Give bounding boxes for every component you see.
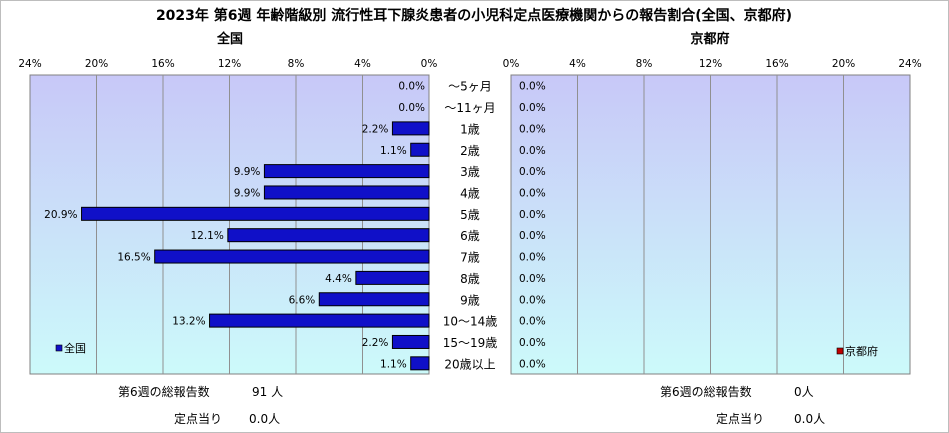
left-legend: 全国 — [55, 341, 86, 355]
right-tick-label: 8% — [636, 58, 653, 70]
right-total-label: 第6週の総報告数 — [660, 385, 752, 399]
left-bar — [81, 206, 430, 221]
right-data-label: 0.0% — [519, 252, 546, 264]
left-axis-ticks: 24% 20% 16% 12% 8% 4% 0% — [18, 58, 437, 70]
left-bar — [355, 270, 430, 285]
category-label: 20歳以上 — [444, 357, 495, 371]
right-data-label: 0.0% — [519, 294, 546, 306]
category-label: ～5ヶ月 — [448, 80, 492, 94]
left-bars: 0.0% 0.0% 2.2% 1.1% 9.9% 9.9% 20.9% 12.1% 16.5% 4… — [44, 81, 430, 371]
right-data-label: 0.0% — [519, 81, 546, 93]
right-tick-label: 20% — [832, 58, 855, 70]
right-data-label: 0.0% — [519, 316, 546, 328]
right-legend-swatch — [836, 347, 844, 355]
right-data-label: 0.0% — [519, 358, 546, 370]
left-bar — [391, 121, 430, 136]
category-label: 15～19歳 — [443, 336, 498, 350]
left-bar — [227, 228, 430, 243]
left-per-value: 0.0人 — [249, 412, 281, 426]
right-data-label: 0.0% — [519, 187, 546, 199]
right-per-value: 0.0人 — [794, 412, 826, 426]
right-panel-title: 京都府 — [690, 31, 729, 47]
right-plot-area — [510, 74, 911, 375]
left-tick-label: 20% — [85, 58, 108, 70]
left-bar — [154, 249, 430, 264]
left-bar — [318, 292, 430, 307]
left-data-label: 13.2% — [172, 316, 205, 328]
right-per-label: 定点当り — [716, 412, 765, 426]
category-label: 10～14歳 — [443, 315, 498, 329]
right-data-label: 0.0% — [519, 166, 546, 178]
chart-title: 2023年 第6週 年齢階級別 流行性耳下腺炎患者の小児科定点医療機関からの報告… — [156, 7, 792, 24]
right-bars: 0.0% 0.0% 0.0% 0.0% 0.0% 0.0% 0.0% 0.0% 0.0% 0.0%… — [519, 81, 546, 371]
right-tick-label: 12% — [699, 58, 722, 70]
category-label: ～11ヶ月 — [444, 101, 495, 115]
left-bar — [263, 164, 430, 179]
left-bar — [410, 142, 430, 157]
left-total-label: 第6週の総報告数 — [118, 385, 210, 399]
left-data-label: 0.0% — [398, 102, 425, 114]
right-data-label: 0.0% — [519, 102, 546, 114]
left-tick-label: 24% — [18, 58, 41, 70]
category-label: 5歳 — [460, 208, 480, 222]
category-label: 6歳 — [460, 229, 480, 243]
left-per-label: 定点当り — [174, 412, 223, 426]
right-data-label: 0.0% — [519, 337, 546, 349]
left-data-label: 1.1% — [380, 358, 407, 370]
left-tick-label: 12% — [218, 58, 241, 70]
left-data-label: 2.2% — [362, 337, 389, 349]
right-tick-label: 4% — [569, 58, 586, 70]
right-tick-label: 0% — [503, 58, 520, 70]
left-data-label: 2.2% — [362, 123, 389, 135]
right-legend-label: 京都府 — [845, 344, 878, 358]
left-total-value: 91 人 — [252, 385, 284, 399]
left-bar — [391, 334, 430, 349]
left-data-label: 6.6% — [289, 294, 316, 306]
category-label: 9歳 — [460, 293, 480, 307]
right-data-label: 0.0% — [519, 209, 546, 221]
category-label: 4歳 — [460, 186, 480, 200]
left-tick-label: 0% — [421, 58, 438, 70]
left-data-label: 1.1% — [380, 145, 407, 157]
right-data-label: 0.0% — [519, 123, 546, 135]
left-bar — [263, 185, 430, 200]
category-labels: ～5ヶ月 ～11ヶ月 1歳 2歳 3歳 4歳 5歳 6歳 7歳 8歳 9歳 10～14歳 15～19歳 2… — [443, 80, 498, 372]
category-label: 8歳 — [460, 272, 480, 286]
category-label: 3歳 — [460, 165, 480, 179]
left-legend-label: 全国 — [64, 341, 86, 355]
left-data-label: 4.4% — [325, 273, 352, 285]
right-data-label: 0.0% — [519, 230, 546, 242]
left-tick-label: 16% — [151, 58, 174, 70]
left-data-label: 0.0% — [398, 81, 425, 93]
left-tick-label: 8% — [288, 58, 305, 70]
right-legend: 京都府 — [836, 344, 878, 358]
left-data-label: 20.9% — [44, 209, 77, 221]
right-data-label: 0.0% — [519, 273, 546, 285]
category-label: 2歳 — [460, 144, 480, 158]
left-panel-title: 全国 — [216, 31, 243, 47]
left-tick-label: 4% — [354, 58, 371, 70]
right-total-value: 0人 — [794, 385, 814, 399]
right-tick-label: 24% — [898, 58, 921, 70]
left-data-label: 12.1% — [190, 230, 223, 242]
left-bar — [209, 313, 430, 328]
left-legend-swatch — [55, 344, 63, 352]
right-tick-label: 16% — [765, 58, 788, 70]
right-axis-ticks: 0% 4% 8% 12% 16% 20% 24% — [503, 58, 922, 70]
right-data-label: 0.0% — [519, 145, 546, 157]
category-label: 7歳 — [460, 251, 480, 265]
left-data-label: 9.9% — [234, 166, 261, 178]
left-bar — [410, 356, 430, 371]
left-data-label: 16.5% — [117, 252, 150, 264]
left-data-label: 9.9% — [234, 187, 261, 199]
left-plot-area — [29, 74, 430, 375]
category-label: 1歳 — [460, 122, 480, 136]
